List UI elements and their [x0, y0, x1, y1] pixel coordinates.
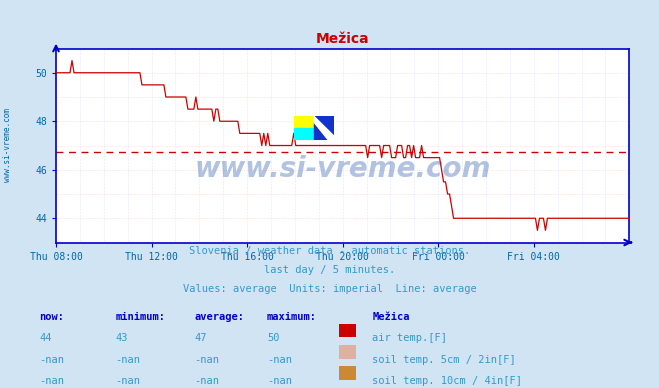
Text: maximum:: maximum: [267, 312, 317, 322]
Text: 47: 47 [194, 333, 207, 343]
Text: -nan: -nan [40, 355, 65, 365]
Text: last day / 5 minutes.: last day / 5 minutes. [264, 265, 395, 275]
Text: 44: 44 [40, 333, 52, 343]
Text: -nan: -nan [194, 355, 219, 365]
Text: -nan: -nan [267, 355, 292, 365]
Bar [314, 116, 334, 140]
Bar [294, 116, 314, 128]
Text: www.si-vreme.com: www.si-vreme.com [194, 155, 491, 183]
Text: -nan: -nan [40, 376, 65, 386]
Text: 43: 43 [115, 333, 128, 343]
Text: Slovenia / weather data - automatic stations.: Slovenia / weather data - automatic stat… [189, 246, 470, 256]
Text: average:: average: [194, 312, 244, 322]
Text: minimum:: minimum: [115, 312, 165, 322]
Text: air temp.[F]: air temp.[F] [372, 333, 447, 343]
Title: Mežica: Mežica [316, 32, 370, 46]
Text: -nan: -nan [115, 376, 140, 386]
Text: Values: average  Units: imperial  Line: average: Values: average Units: imperial Line: av… [183, 284, 476, 294]
Polygon shape [314, 116, 334, 140]
Text: -nan: -nan [194, 376, 219, 386]
Text: www.si-vreme.com: www.si-vreme.com [3, 109, 13, 182]
Text: soil temp. 10cm / 4in[F]: soil temp. 10cm / 4in[F] [372, 376, 523, 386]
Text: soil temp. 5cm / 2in[F]: soil temp. 5cm / 2in[F] [372, 355, 516, 365]
Bar [294, 128, 314, 140]
Text: now:: now: [40, 312, 65, 322]
Text: Mežica: Mežica [372, 312, 410, 322]
Text: -nan: -nan [115, 355, 140, 365]
Text: -nan: -nan [267, 376, 292, 386]
Text: 50: 50 [267, 333, 279, 343]
